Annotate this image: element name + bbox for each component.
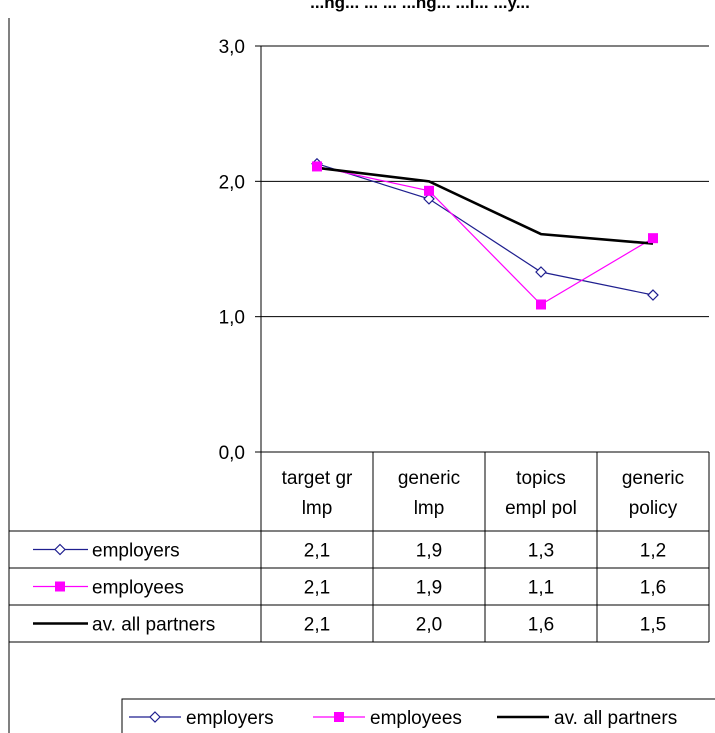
table-cell-value: 2,1: [304, 615, 330, 636]
series-line-2: [316, 165, 654, 306]
x-category-label: generic: [398, 468, 460, 489]
x-category-label: generic: [622, 468, 684, 489]
x-category-label: lmp: [414, 498, 445, 519]
legend-label: av. all partners: [554, 708, 677, 729]
data-point-1: [423, 193, 435, 205]
data-table: target gr lmp generic lmp topics empl pol gene…: [9, 451, 710, 643]
table-cell-value: 1,6: [640, 578, 666, 599]
table-cell-value: 2,0: [416, 615, 442, 636]
y-tick-label: 3,0: [219, 37, 245, 58]
series-line-3: [316, 166, 654, 245]
legend-key-marker: [149, 711, 161, 723]
x-category-label: lmp: [302, 498, 333, 519]
data-point-2: [424, 185, 434, 196]
table-cell-value: 1,2: [640, 541, 666, 562]
x-category-label: empl pol: [505, 498, 577, 519]
table-cell-value: 1,5: [640, 615, 666, 636]
table-legend-key-marker: [54, 543, 66, 556]
legend-key-marker: [334, 712, 344, 722]
chart-title: ...ng... ... ... ...ng... ...l... ...y..…: [310, 0, 530, 12]
table-series-name: employees: [92, 578, 184, 599]
chart-legend: employers employees av. all partners: [121, 698, 715, 733]
y-tick-label: 1,0: [219, 308, 245, 329]
legend-box: [121, 698, 715, 733]
table-cell-value: 2,1: [304, 578, 330, 599]
x-category-label: policy: [629, 498, 678, 519]
table-series-name: av. all partners: [92, 615, 215, 636]
y-tick-label: 0,0: [219, 443, 245, 464]
table-cell-value: 1,3: [528, 541, 554, 562]
legend-label: employees: [370, 708, 462, 729]
y-tick-label: 2,0: [219, 172, 245, 193]
data-point-1: [535, 266, 547, 278]
table-series-name: employers: [92, 541, 180, 562]
table-legend-key-marker: [55, 581, 65, 592]
table-cell-value: 1,9: [416, 541, 442, 562]
x-category-label: topics: [516, 468, 566, 489]
plot-area: 0,0 1,0 2,0 3,0: [219, 37, 709, 464]
table-cell-value: 1,9: [416, 578, 442, 599]
data-point-2: [648, 233, 658, 244]
table-cell-value: 1,1: [528, 578, 554, 599]
data-point-2: [536, 299, 546, 310]
legend-label: employers: [186, 708, 274, 729]
table-cell-value: 2,1: [304, 541, 330, 562]
series-line-1: [316, 163, 654, 296]
x-category-label: target gr: [282, 468, 353, 489]
data-point-1: [647, 289, 659, 301]
data-point-2: [312, 161, 322, 172]
table-cell-value: 1,6: [528, 615, 554, 636]
